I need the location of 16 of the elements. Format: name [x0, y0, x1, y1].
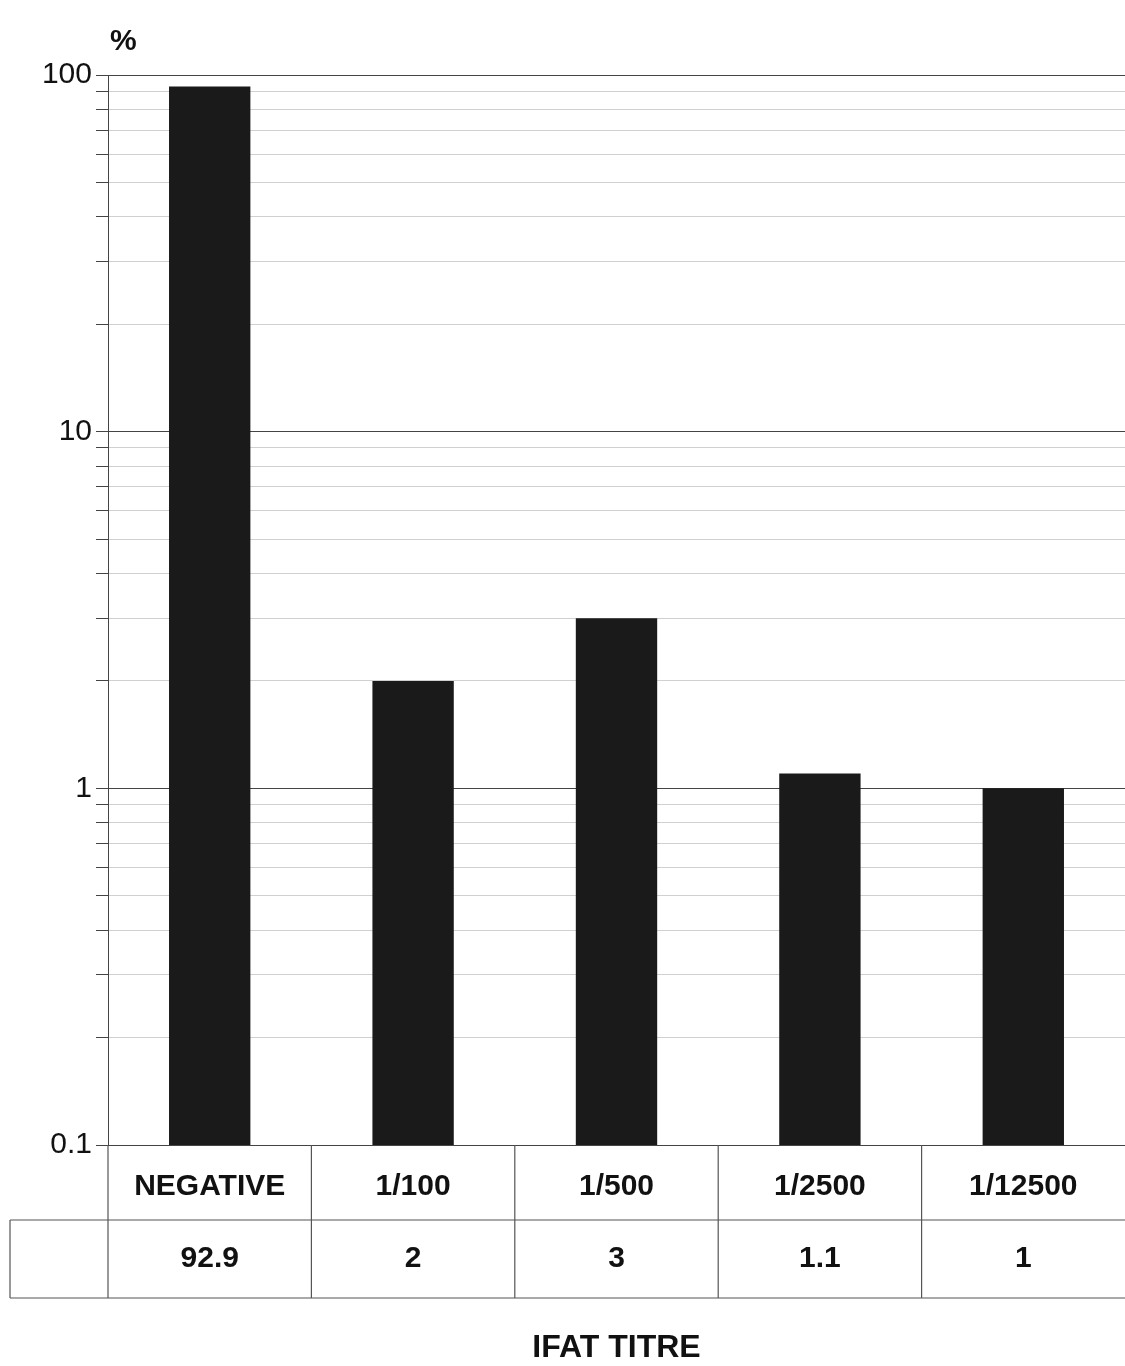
data-label: 3 [608, 1240, 625, 1274]
data-label: 92.9 [180, 1240, 239, 1274]
data-label: 1.1 [799, 1240, 841, 1274]
x-tick-label: NEGATIVE [134, 1168, 286, 1202]
data-label: 2 [404, 1240, 422, 1274]
x-tick-label: 1/500 [578, 1168, 655, 1202]
y-tick-label: 0.1 [50, 1126, 92, 1160]
x-tick-label: 1/2500 [774, 1168, 866, 1202]
x-tick-label: 1/12500 [969, 1168, 1078, 1202]
x-tick-label: 1/100 [375, 1168, 451, 1202]
y-axis-title: % [110, 23, 137, 57]
y-tick-label: 1 [75, 769, 92, 803]
data-label: 1 [1014, 1240, 1032, 1274]
y-tick-label: 10 [58, 412, 92, 446]
y-tick-label: 100 [41, 56, 92, 90]
x-axis-title: IFAT TITRE [532, 1327, 701, 1364]
